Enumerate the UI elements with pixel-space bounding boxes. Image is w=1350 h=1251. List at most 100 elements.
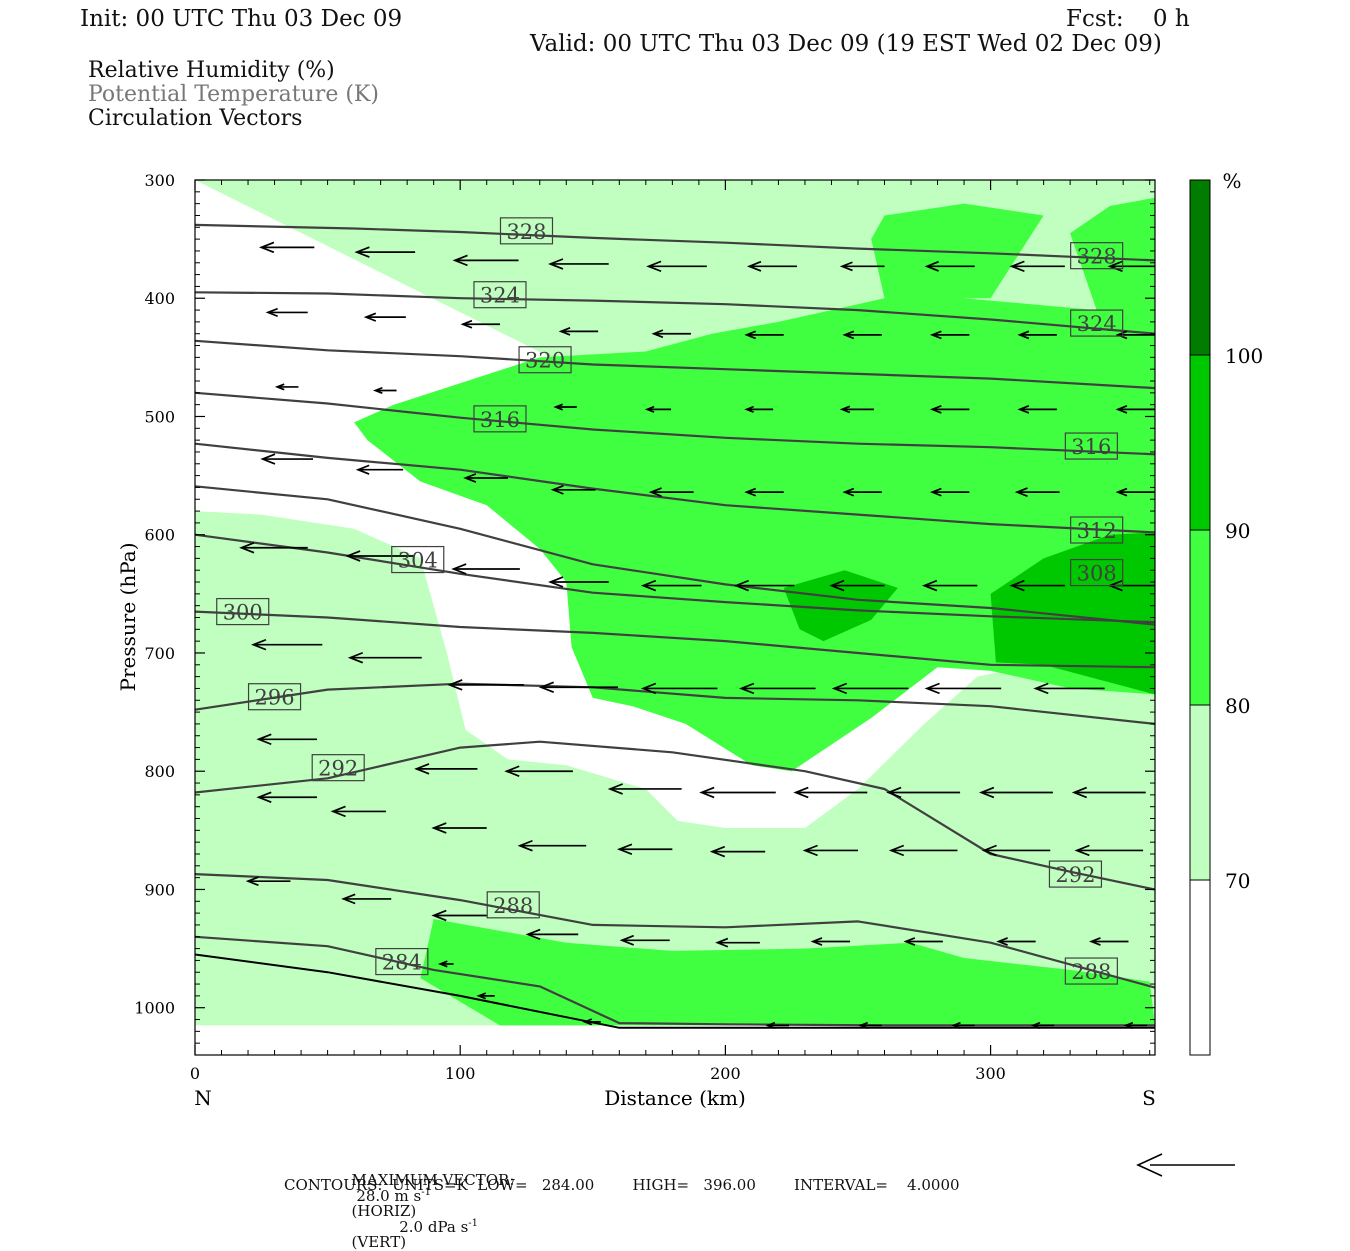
humidity-region-90 — [783, 570, 898, 642]
circulation-vector — [447, 679, 524, 691]
x-tick-label: 300 — [975, 1064, 1006, 1083]
circulation-vector — [699, 786, 776, 799]
contour-label-box — [247, 683, 302, 711]
legend-relative-humidity: Relative Humidity (%) — [88, 58, 335, 83]
horiz-exponent: -1 — [421, 1187, 431, 1198]
circulation-vector — [839, 261, 885, 272]
circulation-vector — [452, 254, 519, 267]
circulation-vector — [363, 312, 406, 322]
circulation-vector — [858, 1021, 882, 1029]
contour-label: 312 — [1077, 519, 1117, 543]
theta-contour-316 — [195, 391, 1155, 456]
circulation-vector — [1033, 682, 1105, 695]
forecast-hour: Fcst: 0 h — [1066, 6, 1190, 32]
circulation-vector — [738, 682, 816, 695]
y-tick-label: 800 — [144, 762, 175, 781]
circulation-vector — [929, 330, 970, 340]
circulation-vector — [330, 805, 386, 818]
circulation-vector — [924, 260, 975, 272]
circulation-vector — [1089, 937, 1129, 946]
theta-contour-308 — [195, 485, 1155, 626]
theta-contour-324 — [195, 291, 1155, 335]
contour-label-box — [1070, 516, 1124, 544]
contour-labels: 328 328 324 324 320 316 316 312 308 304 300 296 292 2… — [216, 217, 1124, 985]
x-tick-label: 0 — [190, 1064, 200, 1083]
x-tick-label: 200 — [710, 1064, 741, 1083]
colorbar-segment — [1189, 529, 1211, 706]
y-tick-label: 300 — [144, 171, 175, 190]
circulation-vector — [525, 928, 579, 941]
max-vector-vert: 2.0 dPa s — [399, 1218, 469, 1236]
circulation-vector — [744, 405, 774, 413]
contour-label: 328 — [506, 220, 546, 244]
colorbar-level-label: 70 — [1225, 869, 1250, 893]
circulation-vector — [1115, 487, 1155, 497]
contour-label-box — [499, 217, 554, 245]
contour-label-box — [1064, 957, 1118, 985]
circulation-vector — [239, 541, 308, 554]
circulation-vector — [1115, 330, 1155, 340]
contour-label-box — [391, 545, 445, 574]
circulation-vector — [1017, 330, 1057, 340]
circulation-vector — [619, 934, 670, 946]
circulation-vector — [616, 843, 673, 855]
contour-label-box — [1064, 432, 1118, 460]
circulation-vector — [646, 260, 707, 273]
contour-label-box — [375, 947, 429, 976]
circulation-vector — [437, 960, 454, 968]
vert-tag: (VERT) — [351, 1233, 407, 1251]
contour-label: 288 — [493, 894, 533, 918]
circulation-vector — [648, 487, 694, 498]
colorbar-unit: % — [1222, 169, 1241, 193]
theta-contour-312 — [195, 442, 1155, 534]
reference-vector-arrow — [1136, 1153, 1235, 1177]
contour-label-box — [216, 597, 270, 626]
circulation-vector — [903, 937, 943, 946]
colorbar-level-label: 100 — [1225, 344, 1263, 368]
circulation-vector — [810, 937, 851, 946]
max-vector-line: MAXIMUM VECTOR: 28.0 m s-1 (HORIZ) 2.0 d… — [342, 1158, 515, 1251]
contour-label: 288 — [1071, 960, 1111, 984]
circulation-vector — [921, 579, 978, 592]
theta-contour-292 — [195, 740, 1155, 891]
circulation-vector — [341, 893, 392, 905]
terrain-line — [195, 953, 1155, 1029]
circulation-vector — [640, 579, 702, 592]
contour-label-box — [1070, 242, 1124, 270]
contour-label-box — [473, 281, 527, 309]
circulation-vector — [715, 937, 760, 948]
circulation-vector — [1071, 786, 1146, 799]
circulation-vector — [558, 326, 599, 336]
circulation-vector — [651, 329, 691, 339]
max-vector-label: MAXIMUM VECTOR: — [351, 1171, 515, 1189]
circulation-vector — [414, 763, 478, 775]
theta-contour-328 — [195, 223, 1155, 262]
humidity-shading — [195, 180, 1155, 1026]
circulation-vector — [256, 791, 317, 803]
circulation-vector — [251, 638, 323, 651]
humidity-region-90 — [990, 532, 1155, 695]
circulation-vector — [256, 733, 317, 746]
valid-time: Valid: 00 UTC Thu 03 Dec 09 (19 EST Wed … — [530, 31, 1162, 57]
circulation-vector — [924, 682, 1002, 695]
circulation-vector — [1009, 579, 1065, 592]
legend-circulation-vectors: Circulation Vectors — [88, 106, 303, 131]
circulation-vector — [709, 845, 766, 858]
theta-contour-284 — [195, 935, 1155, 1027]
circulation-vector — [802, 844, 858, 857]
theta-contour-300 — [195, 610, 1155, 669]
circulation-vector — [1009, 260, 1065, 273]
circulation-vector — [765, 1021, 790, 1029]
colorbar: 70 80 90 100 — [1189, 179, 1263, 1056]
circulation-vector — [996, 937, 1036, 946]
x-axis-right-end-label: S — [1142, 1086, 1156, 1110]
circulation-vector — [550, 484, 596, 495]
circulation-vector — [929, 487, 970, 497]
vert-exponent: -1 — [468, 1218, 479, 1229]
x-tick-label: 100 — [445, 1064, 476, 1083]
circulation-vector — [345, 550, 414, 562]
colorbar-segment — [1189, 879, 1211, 1056]
circulation-vector — [265, 307, 308, 318]
contour-label: 320 — [525, 349, 565, 373]
theta-contour-296 — [195, 682, 1155, 725]
